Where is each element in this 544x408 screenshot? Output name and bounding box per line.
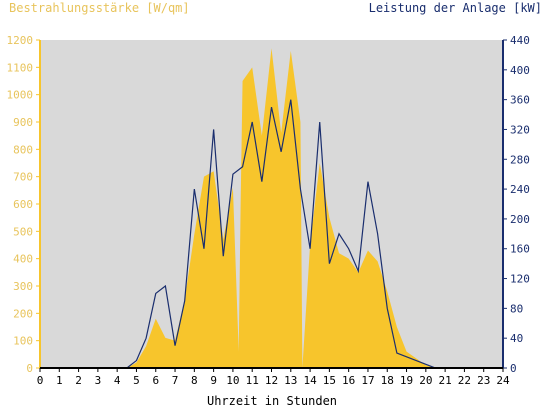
x-tick-label: 11 <box>246 374 259 387</box>
x-tick-label: 12 <box>265 374 278 387</box>
right-tick-label: 320 <box>510 123 530 136</box>
right-tick-label: 400 <box>510 64 530 77</box>
left-tick-label: 100 <box>13 335 33 348</box>
left-tick-label: 900 <box>13 116 33 129</box>
x-tick-label: 17 <box>361 374 374 387</box>
power-series-line <box>40 99 503 369</box>
x-tick-label: 10 <box>226 374 239 387</box>
x-tick-label: 15 <box>323 374 336 387</box>
right-tick-label: 120 <box>510 273 530 286</box>
x-tick-label: 16 <box>342 374 355 387</box>
left-tick-label: 400 <box>13 253 33 266</box>
right-tick-label: 160 <box>510 243 530 256</box>
right-tick-label: 360 <box>510 94 530 107</box>
left-tick-label: 600 <box>13 198 33 211</box>
x-tick-label: 22 <box>458 374 471 387</box>
x-tick-label: 7 <box>172 374 179 387</box>
right-axis-title: Leistung der Anlage [kW] <box>368 1 542 15</box>
left-tick-label: 300 <box>13 280 33 293</box>
x-tick-label: 6 <box>152 374 159 387</box>
x-tick-label: 18 <box>381 374 394 387</box>
x-tick-label: 20 <box>419 374 432 387</box>
left-tick-label: 1100 <box>7 61 34 74</box>
x-tick-label: 21 <box>439 374 452 387</box>
x-tick-label: 24 <box>496 374 510 387</box>
left-tick-label: 500 <box>13 225 33 238</box>
x-tick-label: 2 <box>75 374 82 387</box>
right-tick-label: 280 <box>510 153 530 166</box>
left-axis-title: Bestrahlungsstärke [W/qm] <box>9 1 190 15</box>
left-tick-label: 800 <box>13 143 33 156</box>
x-tick-label: 4 <box>114 374 121 387</box>
left-tick-label: 1200 <box>7 34 34 47</box>
irradiance-series-area <box>40 48 503 368</box>
right-tick-label: 440 <box>510 34 530 47</box>
right-tick-label: 240 <box>510 183 530 196</box>
x-tick-label: 9 <box>210 374 217 387</box>
right-tick-label: 200 <box>510 213 530 226</box>
x-tick-label: 8 <box>191 374 198 387</box>
x-tick-label: 23 <box>477 374 490 387</box>
x-tick-label: 3 <box>95 374 102 387</box>
x-tick-label: 0 <box>37 374 44 387</box>
x-tick-label: 5 <box>133 374 140 387</box>
x-tick-label: 14 <box>303 374 317 387</box>
left-tick-label: 200 <box>13 307 33 320</box>
right-tick-label: 0 <box>510 362 517 375</box>
left-tick-label: 0 <box>26 362 33 375</box>
right-tick-label: 80 <box>510 302 523 315</box>
x-tick-label: 19 <box>400 374 413 387</box>
left-tick-label: 1000 <box>7 89 34 102</box>
x-tick-label: 13 <box>284 374 297 387</box>
x-axis-title: Uhrzeit in Stunden <box>206 394 338 408</box>
x-tick-label: 1 <box>56 374 63 387</box>
left-tick-label: 700 <box>13 171 33 184</box>
right-tick-label: 40 <box>510 332 523 345</box>
